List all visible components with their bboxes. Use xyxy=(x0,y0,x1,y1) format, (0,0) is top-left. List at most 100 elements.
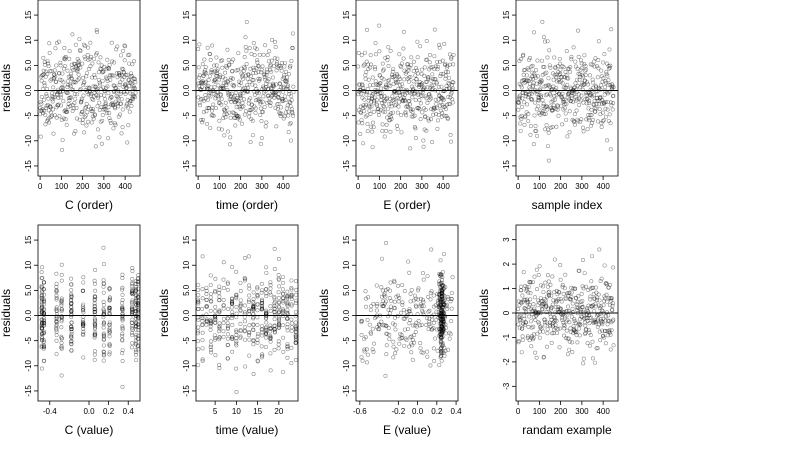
scatter-point xyxy=(125,89,130,94)
scatter-point xyxy=(288,138,293,143)
scatter-point xyxy=(595,75,600,80)
scatter-point xyxy=(47,120,52,125)
scatter-point xyxy=(216,126,221,131)
scatter-point xyxy=(207,74,212,79)
scatter-point xyxy=(277,81,282,86)
scatter-point xyxy=(557,56,562,61)
scatter-point xyxy=(596,292,601,297)
scatter-point xyxy=(56,87,61,92)
scatter-point xyxy=(66,101,71,106)
scatter-point xyxy=(520,293,525,298)
scatter-point xyxy=(67,56,72,61)
scatter-point xyxy=(251,290,256,295)
scatter-point xyxy=(418,341,423,346)
scatter-point xyxy=(364,360,369,365)
x-tick-label: 200 xyxy=(554,182,568,191)
scatter-point xyxy=(279,85,284,90)
scatter-point xyxy=(449,291,454,296)
y-tick-label: 15 xyxy=(24,10,33,19)
scatter-point xyxy=(116,114,121,119)
scatter-point xyxy=(93,288,98,293)
scatter-point xyxy=(235,114,240,119)
y-tick-label: -10 xyxy=(182,134,191,146)
scatter-point xyxy=(603,85,608,90)
scatter-point xyxy=(246,72,251,77)
scatter-point xyxy=(356,50,361,55)
scatter-point xyxy=(408,299,413,304)
scatter-point xyxy=(52,68,57,73)
scatter-point xyxy=(387,311,392,316)
scatter-point xyxy=(271,64,276,69)
scatter-point xyxy=(260,323,265,328)
scatter-point xyxy=(91,94,96,99)
scatter-point xyxy=(220,75,225,80)
scatter-point xyxy=(117,73,122,78)
scatter-point xyxy=(126,123,131,128)
scatter-point xyxy=(435,126,440,131)
x-tick-label: 15 xyxy=(253,407,262,416)
scatter-point xyxy=(229,296,234,301)
scatter-point xyxy=(262,73,267,78)
scatter-point xyxy=(242,325,247,330)
scatter-point xyxy=(80,109,85,114)
scatter-point xyxy=(393,103,398,108)
scatter-point xyxy=(440,58,445,63)
scatter-point xyxy=(599,124,604,129)
scatter-point xyxy=(101,284,106,289)
scatter-point xyxy=(212,78,217,83)
scatter-point xyxy=(44,106,49,111)
scatter-point xyxy=(129,345,134,350)
scatter-point xyxy=(373,67,378,72)
scatter-point xyxy=(409,288,414,293)
y-tick-label: 0.0 xyxy=(342,84,351,96)
scatter-point xyxy=(48,78,53,83)
scatter-point xyxy=(88,40,93,45)
scatter-point xyxy=(386,307,391,312)
scatter-point xyxy=(243,364,248,369)
scatter-point xyxy=(257,98,262,103)
scatter-point xyxy=(120,66,125,71)
scatter-point xyxy=(50,97,55,102)
y-tick-label: 0 xyxy=(502,310,511,315)
scatter-point xyxy=(266,59,271,64)
scatter-point xyxy=(104,85,109,90)
scatter-point xyxy=(236,116,241,121)
x-tick-label: 300 xyxy=(255,182,269,191)
scatter-point xyxy=(573,59,578,64)
scatter-point xyxy=(550,302,555,307)
scatter-point xyxy=(225,47,230,52)
scatter-point xyxy=(425,274,430,279)
scatter-point xyxy=(370,326,375,331)
x-tick-label: 0.2 xyxy=(103,407,115,416)
scatter-point xyxy=(386,106,391,111)
scatter-point xyxy=(238,321,243,326)
scatter-point xyxy=(290,31,295,36)
scatter-point xyxy=(549,293,554,298)
scatter-point xyxy=(572,112,577,117)
scatter-point xyxy=(545,144,550,149)
scatter-points xyxy=(516,19,616,163)
scatter-point xyxy=(78,65,83,70)
scatter-point xyxy=(42,80,47,85)
scatter-point xyxy=(49,69,54,74)
scatter-point xyxy=(281,85,286,90)
scatter-point xyxy=(374,304,379,309)
scatter-point xyxy=(130,330,135,335)
scatter-point xyxy=(109,40,114,45)
scatter-point xyxy=(56,102,61,107)
scatter-point xyxy=(238,106,243,111)
y-tick-label: 5.0 xyxy=(342,284,351,296)
scatter-point xyxy=(230,310,235,315)
scatter-point xyxy=(221,286,226,291)
scatter-point xyxy=(274,124,279,129)
scatter-point xyxy=(374,308,379,313)
scatter-point xyxy=(598,83,603,88)
y-tick-label: 1 xyxy=(502,286,511,291)
scatter-point xyxy=(104,108,109,113)
scatter-point xyxy=(597,247,602,252)
scatter-point xyxy=(68,95,73,100)
scatter-point xyxy=(605,100,610,105)
y-tick-label: 5.0 xyxy=(342,59,351,71)
